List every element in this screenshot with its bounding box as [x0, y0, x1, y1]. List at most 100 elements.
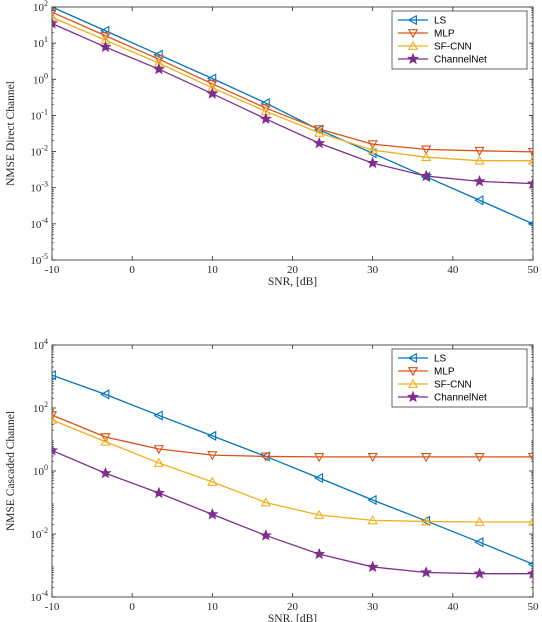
- data-point: [100, 436, 111, 446]
- legend: LS MLP SF-CNN ChannelNet: [391, 348, 528, 408]
- x-tick-label: 0: [129, 264, 135, 276]
- data-point: [153, 457, 164, 467]
- y-tick-label: 104: [33, 337, 48, 352]
- data-point: [99, 40, 112, 53]
- data-point: [473, 567, 486, 579]
- legend-item: MLP: [398, 367, 455, 378]
- legend-item: SF-CNN: [398, 40, 472, 53]
- x-tick-label: -10: [45, 264, 60, 276]
- x-tick-label: 40: [447, 601, 459, 613]
- legend-marker: [406, 390, 420, 403]
- series-channelnet: [52, 444, 533, 579]
- data-point: [527, 155, 533, 165]
- legend-marker: [407, 29, 419, 39]
- y-axis-label: NMSE Direct Channel: [5, 81, 17, 186]
- data-point: [313, 472, 324, 484]
- y-tick-label: 10-2: [30, 144, 48, 159]
- legend: LS MLP SF-CNN ChannelNet: [391, 10, 528, 70]
- series-line: [52, 7, 533, 225]
- data-point: [207, 476, 218, 486]
- legend-label: MLP: [434, 367, 455, 378]
- series-ls: [52, 370, 533, 568]
- data-point: [474, 195, 484, 206]
- series-mlp: [52, 411, 533, 463]
- plot-area: [52, 370, 533, 579]
- series-line: [52, 11, 533, 153]
- data-point: [52, 411, 58, 421]
- plot-area: [52, 7, 533, 227]
- legend-marker: [407, 367, 419, 377]
- data-point: [473, 175, 486, 187]
- series-channelnet: [52, 17, 533, 189]
- x-tick-label: -10: [45, 601, 60, 613]
- data-point: [260, 452, 271, 462]
- legend-label: LS: [434, 16, 447, 27]
- legend-label: ChannelNet: [434, 55, 487, 66]
- x-tick-label: 10: [207, 601, 219, 613]
- data-point: [474, 516, 485, 526]
- direct-channel-chart: -10 0 10 20 30 40 50 10-5 10-4 10-3 10-2 10-1 100 101…: [5, 0, 539, 288]
- legend-label: SF-CNN: [434, 42, 472, 53]
- data-point: [367, 494, 377, 506]
- data-point: [207, 430, 217, 442]
- y-tick-label: 101: [33, 35, 48, 50]
- data-point: [153, 445, 164, 455]
- series-line: [52, 16, 533, 162]
- data-point: [474, 537, 484, 548]
- x-tick-label: 40: [447, 264, 459, 276]
- legend-marker: [407, 352, 417, 364]
- legend-item: MLP: [398, 29, 455, 40]
- x-tick-label: 50: [528, 601, 540, 613]
- x-axis-label: SNR, [dB]: [268, 613, 317, 622]
- data-point: [206, 508, 219, 520]
- legend-item: ChannelNet: [398, 52, 487, 66]
- data-point: [314, 453, 325, 463]
- data-point: [420, 566, 433, 578]
- data-point: [52, 17, 59, 29]
- data-point: [421, 516, 432, 526]
- data-point: [367, 140, 378, 150]
- y-tick-label: 102: [33, 0, 48, 14]
- data-point: [474, 453, 485, 463]
- legend-label: SF-CNN: [434, 380, 472, 391]
- data-point: [313, 136, 326, 149]
- data-point: [259, 529, 272, 541]
- y-tick-label: 10-5: [30, 252, 48, 267]
- legend-item: LS: [398, 352, 447, 365]
- x-tick-label: 20: [287, 601, 299, 613]
- x-tick-label: 30: [367, 601, 379, 613]
- x-tick-label: 30: [367, 264, 379, 276]
- data-point: [527, 147, 533, 158]
- data-point: [313, 547, 326, 560]
- data-point: [314, 509, 325, 519]
- y-tick-label: 10-3: [30, 180, 48, 195]
- y-tick-label: 10-4: [30, 216, 48, 231]
- legend-item: LS: [398, 14, 447, 27]
- legend-marker: [407, 14, 417, 26]
- data-point: [52, 8, 58, 18]
- legend-label: MLP: [434, 29, 455, 40]
- legend-label: ChannelNet: [434, 393, 487, 404]
- series-line: [52, 414, 533, 458]
- data-point: [100, 31, 111, 42]
- y-tick-label: 10-4: [30, 589, 48, 604]
- data-point: [99, 466, 112, 479]
- data-point: [153, 49, 163, 60]
- data-point: [52, 414, 58, 424]
- data-point: [260, 497, 271, 507]
- data-point: [100, 433, 111, 443]
- data-point: [314, 127, 325, 137]
- data-point: [207, 451, 218, 461]
- series-mlp: [52, 8, 533, 158]
- data-point: [421, 453, 432, 463]
- series-sf-cnn: [52, 414, 533, 526]
- y-axis-label: NMSE Cascaded Channel: [5, 411, 17, 531]
- x-tick-label: 0: [129, 601, 135, 613]
- y-tick-label: 102: [33, 400, 48, 415]
- legend-marker: [407, 378, 419, 388]
- data-point: [367, 515, 378, 525]
- data-point: [367, 144, 378, 154]
- data-point: [259, 112, 272, 125]
- data-point: [153, 55, 164, 65]
